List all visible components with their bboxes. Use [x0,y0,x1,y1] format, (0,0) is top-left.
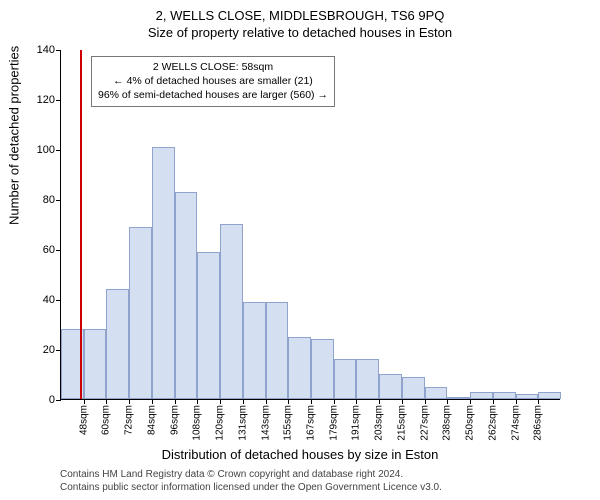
histogram-bar [106,289,129,399]
x-tick-label: 215sqm [396,405,407,441]
histogram-bar [470,392,493,400]
histogram-bar [493,392,516,400]
histogram-bar [538,392,561,400]
x-tick-mark [106,399,107,404]
x-tick-label: 108sqm [192,405,203,441]
histogram-bar [152,147,175,400]
x-tick-label: 48sqm [78,405,89,435]
x-tick-mark [425,399,426,404]
x-tick-mark [243,399,244,404]
y-axis-title: Number of detached properties [7,46,22,225]
y-tick-label: 120 [37,94,55,106]
histogram-bar [197,252,220,400]
histogram-bar [425,387,448,400]
x-tick-mark [175,399,176,404]
attribution-line-1: Contains HM Land Registry data © Crown c… [60,468,442,481]
x-tick-mark [470,399,471,404]
histogram-bar [516,394,539,399]
x-tick-label: 191sqm [351,405,362,441]
x-tick-label: 274sqm [510,405,521,441]
chart-plot-area: 02040608010012014048sqm60sqm72sqm84sqm96… [60,50,560,400]
info-box-line: 2 WELLS CLOSE: 58sqm [98,60,328,74]
x-tick-label: 143sqm [260,405,271,441]
x-tick-label: 131sqm [237,405,248,441]
histogram-bar [311,339,334,399]
attribution-block: Contains HM Land Registry data © Crown c… [60,468,442,494]
info-box-line: ← 4% of detached houses are smaller (21) [98,74,328,88]
x-tick-label: 60sqm [101,405,112,435]
x-tick-mark [220,399,221,404]
y-tick-label: 140 [37,44,55,56]
x-tick-label: 120sqm [215,405,226,441]
chart-title-block: 2, WELLS CLOSE, MIDDLESBROUGH, TS6 9PQ S… [0,0,600,40]
title-line-1: 2, WELLS CLOSE, MIDDLESBROUGH, TS6 9PQ [0,8,600,23]
x-tick-label: 238sqm [442,405,453,441]
x-tick-mark [356,399,357,404]
x-tick-label: 250sqm [465,405,476,441]
y-tick-mark [56,150,61,151]
histogram-bar [84,329,107,399]
x-tick-mark [516,399,517,404]
y-tick-label: 80 [43,194,55,206]
y-tick-label: 20 [43,344,55,356]
x-tick-label: 179sqm [328,405,339,441]
x-tick-label: 155sqm [283,405,294,441]
x-tick-label: 96sqm [169,405,180,435]
histogram-bar [356,359,379,399]
histogram-bar [288,337,311,400]
x-tick-mark [197,399,198,404]
histogram-bar [129,227,152,400]
property-marker-line [80,50,82,399]
y-tick-mark [56,250,61,251]
y-tick-mark [56,50,61,51]
x-tick-label: 167sqm [306,405,317,441]
x-tick-label: 227sqm [419,405,430,441]
x-tick-mark [493,399,494,404]
y-tick-mark [56,400,61,401]
y-tick-mark [56,300,61,301]
histogram-bar [175,192,198,400]
y-tick-label: 0 [49,394,55,406]
x-tick-label: 286sqm [533,405,544,441]
title-line-2: Size of property relative to detached ho… [0,25,600,40]
x-tick-mark [288,399,289,404]
x-tick-mark [447,399,448,404]
info-box-line: 96% of semi-detached houses are larger (… [98,88,328,102]
histogram-bar [243,302,266,400]
x-tick-mark [334,399,335,404]
x-tick-label: 84sqm [146,405,157,435]
x-tick-mark [538,399,539,404]
histogram-bar [379,374,402,399]
x-tick-label: 203sqm [374,405,385,441]
x-tick-mark [129,399,130,404]
x-tick-mark [402,399,403,404]
x-tick-label: 72sqm [124,405,135,435]
x-tick-mark [152,399,153,404]
property-info-box: 2 WELLS CLOSE: 58sqm← 4% of detached hou… [91,56,335,107]
histogram-bar [334,359,357,399]
x-tick-mark [311,399,312,404]
x-tick-mark [84,399,85,404]
histogram-bar [402,377,425,400]
x-tick-label: 262sqm [487,405,498,441]
y-tick-label: 100 [37,144,55,156]
attribution-line-2: Contains public sector information licen… [60,481,442,494]
y-tick-mark [56,100,61,101]
x-axis-title: Distribution of detached houses by size … [0,447,600,462]
x-tick-mark [379,399,380,404]
histogram-bar [447,397,470,400]
y-tick-label: 60 [43,244,55,256]
histogram-bar [220,224,243,399]
y-tick-mark [56,200,61,201]
x-tick-mark [266,399,267,404]
histogram-bar [266,302,289,400]
y-tick-label: 40 [43,294,55,306]
